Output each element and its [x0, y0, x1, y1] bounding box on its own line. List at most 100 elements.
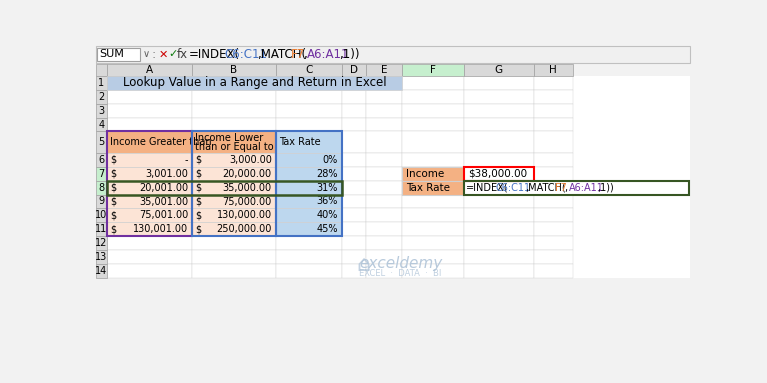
Bar [464, 167, 534, 181]
Bar [192, 264, 275, 278]
Text: 20,001.00: 20,001.00 [139, 183, 188, 193]
Text: Lookup Value in a Range and Return in Excel: Lookup Value in a Range and Return in Ex… [123, 77, 386, 89]
Text: G: G [495, 65, 503, 75]
Text: -: - [185, 155, 188, 165]
Text: $38,000.00: $38,000.00 [468, 169, 527, 179]
Text: 4: 4 [98, 119, 104, 129]
Bar [192, 118, 275, 131]
Bar [275, 208, 341, 222]
Bar [464, 181, 689, 195]
Bar [107, 131, 192, 153]
Bar [402, 90, 464, 104]
Bar [192, 208, 275, 222]
Bar [107, 64, 192, 76]
Text: A6:A11: A6:A11 [568, 183, 604, 193]
Bar [534, 208, 572, 222]
Bar [275, 167, 341, 181]
Bar [275, 153, 341, 167]
Text: exceldemy: exceldemy [359, 255, 442, 271]
Text: fx: fx [176, 48, 188, 61]
Text: 13: 13 [95, 252, 107, 262]
Bar [464, 76, 534, 90]
Bar [534, 131, 572, 153]
Bar [341, 222, 367, 236]
Bar [192, 195, 275, 208]
Bar [107, 195, 192, 208]
Text: $: $ [110, 210, 116, 220]
Bar [464, 118, 534, 131]
Bar [96, 63, 690, 64]
Text: 12: 12 [95, 238, 107, 248]
Text: 20,000.00: 20,000.00 [222, 169, 272, 179]
Bar [275, 131, 341, 236]
Bar [96, 131, 107, 153]
Text: 11: 11 [95, 224, 107, 234]
Bar [107, 181, 341, 195]
Bar [192, 195, 275, 208]
Bar [192, 236, 275, 250]
Text: 31%: 31% [316, 183, 337, 193]
Text: ,1)): ,1)) [597, 183, 614, 193]
Bar [341, 264, 367, 278]
Text: $: $ [110, 155, 116, 165]
Bar [192, 153, 275, 167]
Bar [464, 222, 534, 236]
Text: $: $ [110, 183, 116, 193]
Text: A: A [146, 65, 153, 75]
Bar [107, 167, 192, 181]
Text: SUM: SUM [100, 49, 124, 59]
Text: D: D [350, 65, 358, 75]
Bar [96, 118, 107, 131]
Bar [464, 264, 534, 278]
Text: E: E [381, 65, 387, 75]
Bar [275, 222, 341, 236]
Bar [107, 222, 192, 236]
Bar [192, 222, 275, 236]
Text: 1: 1 [98, 78, 104, 88]
Bar [367, 118, 402, 131]
Text: $: $ [195, 210, 201, 220]
Bar [341, 104, 367, 118]
Text: $: $ [195, 224, 201, 234]
Bar [107, 76, 192, 90]
Bar [107, 118, 192, 131]
Text: than or Equal to: than or Equal to [195, 142, 274, 152]
Bar [367, 76, 402, 90]
Text: 10: 10 [95, 210, 107, 220]
Bar [275, 131, 341, 153]
Bar [107, 264, 192, 278]
Bar [402, 208, 464, 222]
Text: Tax Rate: Tax Rate [406, 183, 450, 193]
Bar [192, 181, 275, 195]
Bar [96, 167, 107, 181]
Bar [341, 90, 367, 104]
Bar [534, 195, 572, 208]
Bar [96, 181, 107, 195]
Bar [402, 181, 464, 195]
Text: 3: 3 [98, 106, 104, 116]
Bar [367, 250, 402, 264]
Bar [192, 90, 275, 104]
Text: $: $ [195, 169, 201, 179]
Bar [341, 118, 367, 131]
Bar [402, 222, 464, 236]
Bar [367, 64, 402, 76]
Bar [107, 90, 192, 104]
Bar [534, 90, 572, 104]
Text: H: H [549, 65, 557, 75]
Text: ,MATCH(: ,MATCH( [257, 48, 306, 61]
Bar [275, 250, 341, 264]
Bar [275, 181, 341, 195]
Bar [275, 195, 341, 208]
Text: Tax Rate: Tax Rate [278, 137, 321, 147]
Text: 28%: 28% [316, 169, 337, 179]
Bar [107, 250, 192, 264]
Bar [464, 181, 534, 195]
Text: 75,001.00: 75,001.00 [139, 210, 188, 220]
Bar [534, 76, 572, 90]
Text: Income Greater than: Income Greater than [110, 137, 212, 147]
Text: A6:A11: A6:A11 [307, 48, 349, 61]
Bar [192, 181, 275, 195]
Bar [192, 222, 275, 236]
Bar [107, 236, 192, 250]
